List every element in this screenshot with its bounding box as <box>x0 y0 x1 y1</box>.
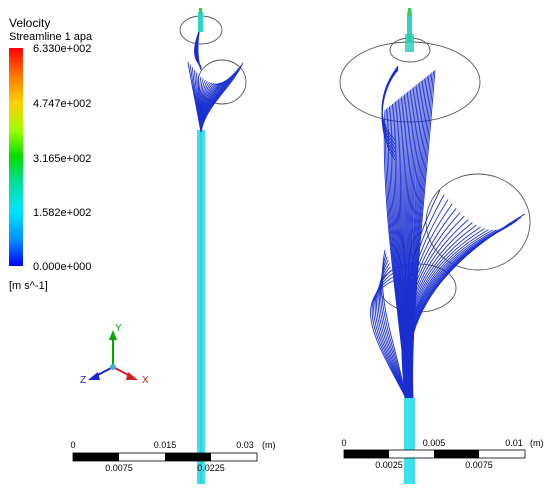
legend-title: Velocity <box>9 16 50 30</box>
streamline <box>374 269 407 399</box>
streamline <box>381 65 399 141</box>
legend-tick-label: 1.582e+002 <box>33 207 91 219</box>
scale-label: 0.0075 <box>105 463 133 473</box>
legend-tick-label: 3.165e+002 <box>33 153 91 165</box>
streamline <box>373 272 407 399</box>
axis-x-label: X <box>142 375 149 386</box>
legend-tick-label: 4.747e+002 <box>33 98 91 110</box>
scale-bar-right: 0 0.005 0.01 (m) 0.0025 0.0075 <box>341 438 543 470</box>
streamline <box>376 266 407 399</box>
scale-label: 0 <box>70 440 75 450</box>
axis-triad: Y X Z <box>80 323 149 386</box>
inlet-tube <box>404 398 415 484</box>
right-flow-view <box>339 8 531 484</box>
scale-bar-left: 0 0.015 0.03 (m) 0.0075 0.0225 <box>70 440 275 473</box>
domain-outline <box>339 41 481 123</box>
streamline <box>377 263 407 399</box>
color-legend: Velocity Streamline 1 apa 6.330e+002 4.7… <box>9 16 93 292</box>
left-streamlines <box>187 21 244 133</box>
left-flow-view <box>179 8 247 484</box>
streamline <box>407 217 522 399</box>
streamline <box>407 213 526 399</box>
scale-unit: (m) <box>530 438 544 448</box>
right-streamlines <box>370 65 526 399</box>
scale-label: 0 <box>341 438 346 448</box>
color-bar <box>9 48 23 266</box>
streamline <box>412 69 436 399</box>
streamline <box>200 62 244 133</box>
scale-label: 0.0225 <box>197 463 225 473</box>
legend-subtitle: Streamline 1 apa <box>9 31 93 43</box>
streamline <box>370 279 407 399</box>
scale-label: 0.005 <box>423 438 446 448</box>
scale-label: 0.03 <box>236 440 254 450</box>
scale-unit: (m) <box>262 440 276 450</box>
axis-z-label: Z <box>80 375 86 386</box>
streamline <box>378 259 407 399</box>
scale-label: 0.0025 <box>375 460 403 470</box>
scale-label: 0.0075 <box>465 460 493 470</box>
legend-tick-label: 0.000e+000 <box>33 261 91 273</box>
axis-y-label: Y <box>115 323 122 334</box>
scale-label: 0.015 <box>154 440 177 450</box>
streamline <box>371 276 407 399</box>
streamline <box>407 223 514 399</box>
scale-label: 0.01 <box>505 438 523 448</box>
streamline <box>380 256 407 399</box>
legend-unit: [m s^-1] <box>9 280 48 292</box>
legend-tick-label: 6.330e+002 <box>33 43 91 55</box>
